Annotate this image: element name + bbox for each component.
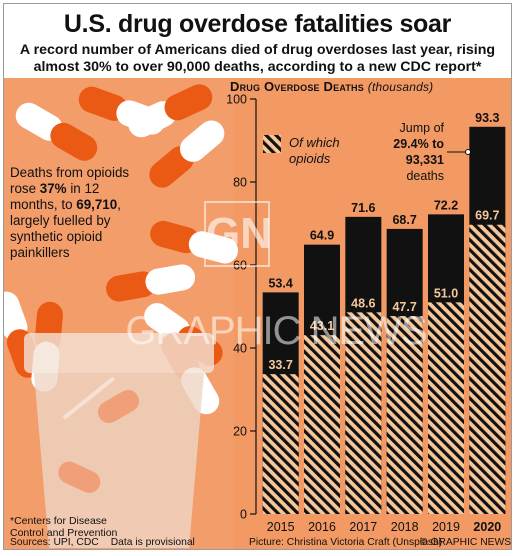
annotation-line2: 29.4% to <box>393 137 444 151</box>
y-tick-label: 0 <box>240 508 247 522</box>
side-note-highlight: 69,710 <box>76 197 118 212</box>
sources-text: Sources: UPI, CDC <box>10 537 99 548</box>
watermark-text: GRAPHIC NEWS <box>125 309 427 353</box>
infographic-frame: U.S. drug overdose fatalities soar A rec… <box>3 3 512 550</box>
annotation-dot <box>465 149 471 155</box>
value-label-total: 72.2 <box>434 198 458 212</box>
side-note-text: Deaths from opioids rose <box>10 165 130 196</box>
annotation-line4: deaths <box>406 169 444 183</box>
value-label-total: 53.4 <box>268 276 292 290</box>
y-tick-label: 100 <box>226 93 247 107</box>
annotation-line1: Jump of <box>400 121 445 135</box>
bar-opioid-2019 <box>428 302 464 514</box>
value-label-total: 68.7 <box>392 213 416 227</box>
x-tick-label: 2018 <box>391 520 419 534</box>
page-title: U.S. drug overdose fatalities soar <box>63 10 452 38</box>
bar-opioid-2018 <box>386 316 423 514</box>
annotation-line3: 93,331 <box>406 153 444 167</box>
legend: Of which opioids <box>263 135 340 166</box>
capsule-image <box>15 102 98 161</box>
chart-unit: (thousands) <box>367 80 434 94</box>
copyright: © GRAPHIC NEWS <box>420 537 512 548</box>
value-label-opioid: 51.0 <box>434 286 458 300</box>
value-label-opioid: 33.7 <box>268 358 292 372</box>
x-tick-label: 2017 <box>349 520 377 534</box>
side-note-text: , largely fuelled by synthetic opioid pa… <box>10 197 121 260</box>
x-tick-label: 2020 <box>473 520 501 534</box>
capsule-image <box>106 264 196 302</box>
footnote: *Centers for Disease Control and Prevent… <box>10 515 117 539</box>
legend-swatch <box>263 135 281 153</box>
side-note-highlight: 37% <box>39 181 67 196</box>
capsule-image <box>149 120 225 188</box>
bar-opioid-2017 <box>345 312 382 514</box>
x-tick-label: 2019 <box>432 520 460 534</box>
value-label-total: 93.3 <box>475 111 499 125</box>
chart-title: Drug Overdose Deaths (thousands) <box>230 79 433 94</box>
value-label-total: 71.6 <box>351 201 375 215</box>
chart-title-text: Drug Overdose Deaths <box>230 79 364 94</box>
picture-credit: Picture: Christina Victoria Craft (Unspl… <box>249 537 443 548</box>
pill-photo-illustration <box>4 78 511 549</box>
y-tick-label: 40 <box>233 342 247 356</box>
background-photo <box>4 78 511 549</box>
annotation: Jump of 29.4% to 93,331 deaths <box>393 121 471 183</box>
pill-bottle-image <box>24 333 214 548</box>
x-tick-label: 2015 <box>267 520 295 534</box>
footnote-line: *Centers for Disease <box>10 515 107 527</box>
x-tick-label: 2016 <box>308 520 336 534</box>
bars <box>262 126 506 515</box>
sources: Sources: UPI, CDC Data is provisional <box>10 537 195 548</box>
bar-opioid-2020 <box>469 224 506 514</box>
value-label-opioid: 48.6 <box>351 296 375 310</box>
watermark-logo: GN <box>204 201 272 267</box>
legend-label-line1: Of which <box>289 135 340 150</box>
capsule-image <box>150 220 239 264</box>
bar-opioid-2016 <box>304 335 340 514</box>
footnote-line: Control and Prevention <box>10 527 118 539</box>
value-label-opioid: 47.7 <box>392 300 416 314</box>
value-label-opioid: 69.7 <box>475 209 499 223</box>
y-tick-label: 80 <box>233 176 247 190</box>
provisional-note: Data is provisional <box>110 537 195 548</box>
value-label-total: 64.9 <box>310 229 334 243</box>
opioid-side-note: Deaths from opioids rose 37% in 12 month… <box>10 165 150 261</box>
legend-label-line2: opioids <box>289 151 331 166</box>
y-tick-label: 20 <box>233 425 247 439</box>
bar-opioid-2015 <box>262 374 299 514</box>
side-note-text: in 12 months, to <box>10 181 100 212</box>
value-labels: 53.4 33.7 64.9 43.1 71.6 48.6 68.7 47.7 72.2 51.0… <box>268 111 499 372</box>
value-label-opioid: 43.1 <box>310 319 334 333</box>
page-subtitle: A record number of Americans died of dru… <box>19 42 496 75</box>
x-axis: 2015 2016 2017 2018 2019 2020 <box>267 520 502 534</box>
capsule-image <box>128 84 213 138</box>
